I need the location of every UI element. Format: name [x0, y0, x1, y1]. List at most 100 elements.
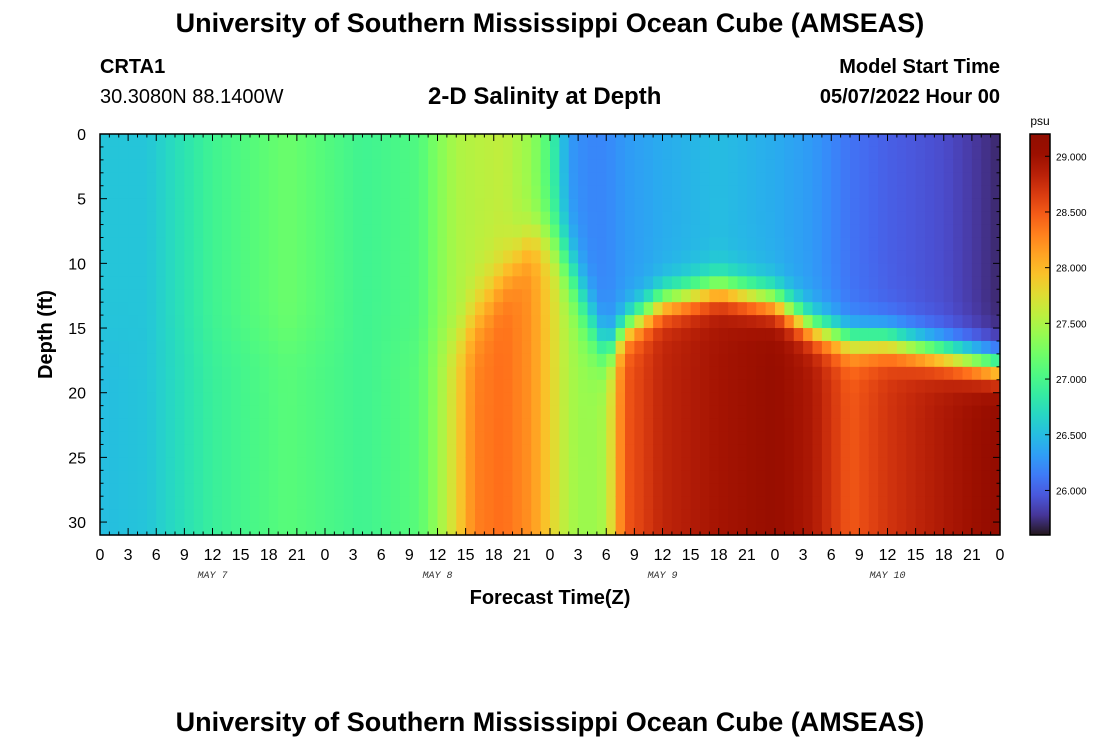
heatmap-cell [943, 250, 954, 264]
heatmap-cell [775, 134, 785, 148]
heatmap-cell [803, 366, 814, 381]
heatmap-cell [287, 172, 298, 187]
heatmap-cell [484, 418, 495, 433]
heatmap-cell [962, 134, 973, 148]
heatmap-cell [540, 198, 551, 213]
heatmap-cell [400, 315, 410, 329]
heatmap-cell [409, 340, 420, 355]
heatmap-cell [671, 328, 682, 342]
heatmap-cell [671, 315, 682, 329]
heatmap-cell [390, 366, 401, 381]
heatmap-cell [240, 237, 251, 252]
heatmap-cell [568, 405, 579, 420]
heatmap-cell [221, 211, 232, 226]
heatmap-cell [850, 418, 860, 433]
heatmap-cell [278, 289, 289, 303]
heatmap-cell [559, 522, 570, 536]
heatmap-cell [878, 483, 889, 497]
heatmap-cell [437, 224, 448, 239]
heatmap-cell [578, 146, 589, 161]
heatmap-cell [146, 263, 157, 277]
heatmap-cell [878, 496, 889, 510]
heatmap-cell [343, 353, 354, 368]
heatmap-cell [531, 276, 542, 290]
heatmap-cell [784, 159, 795, 174]
heatmap-cell [390, 457, 401, 471]
heatmap-cell [268, 185, 279, 200]
heatmap-cell [100, 263, 110, 277]
heatmap-cell [784, 302, 795, 316]
heatmap-cell [296, 353, 307, 368]
heatmap-cell [306, 418, 317, 433]
heatmap-cell [896, 289, 907, 303]
heatmap-cell [643, 237, 654, 252]
heatmap-cell [212, 146, 223, 161]
heatmap-cell [756, 159, 767, 174]
heatmap-cell [596, 328, 607, 342]
heatmap-cell [362, 418, 373, 433]
heatmap-cell [465, 315, 476, 329]
heatmap-cell [306, 224, 317, 239]
heatmap-cell [325, 379, 335, 394]
heatmap-cell [934, 211, 945, 226]
heatmap-cell [540, 224, 551, 239]
heatmap-cell [109, 470, 120, 484]
colorbar-tick-label: 28.000 [1056, 264, 1087, 275]
heatmap-cell [746, 509, 757, 523]
heatmap-cell [381, 276, 392, 290]
heatmap-cell [259, 392, 270, 407]
heatmap-cell [128, 289, 139, 303]
heatmap-cell [868, 405, 879, 420]
heatmap-cell [793, 509, 804, 523]
heatmap-cell [915, 185, 926, 200]
heatmap-cell [475, 379, 485, 394]
heatmap-cell [540, 159, 551, 174]
heatmap-cell [746, 198, 757, 213]
heatmap-cell [925, 302, 935, 316]
heatmap-cell [231, 522, 242, 536]
heatmap-cell [128, 198, 139, 213]
heatmap-cell [156, 315, 167, 329]
heatmap-cell [718, 340, 729, 355]
heatmap-cell [156, 134, 167, 148]
heatmap-cell [559, 159, 570, 174]
model-start-date: 05/07/2022 Hour 00 [819, 86, 1000, 108]
heatmap-cell [643, 250, 654, 264]
heatmap-cell [118, 418, 129, 433]
heatmap-cell [503, 302, 514, 316]
heatmap-cell [118, 250, 129, 264]
x-tick-label: 9 [630, 547, 639, 564]
heatmap-cell [953, 405, 964, 420]
heatmap-cell [550, 366, 560, 381]
heatmap-cell [925, 250, 935, 264]
heatmap-cell [718, 250, 729, 264]
heatmap-cell [325, 470, 335, 484]
heatmap-cell [175, 134, 185, 148]
heatmap-cell [690, 134, 701, 148]
heatmap-cell [737, 392, 748, 407]
heatmap-cell [343, 470, 354, 484]
heatmap-cell [709, 250, 720, 264]
heatmap-cell [334, 250, 345, 264]
heatmap-cell [728, 172, 739, 187]
heatmap-cell [859, 185, 870, 200]
heatmap-cell [465, 211, 476, 226]
heatmap-cell [840, 276, 851, 290]
heatmap-cell [512, 392, 523, 407]
heatmap-cell [784, 457, 795, 471]
heatmap-cell [212, 418, 223, 433]
heatmap-cell [306, 405, 317, 420]
heatmap-cell [287, 509, 298, 523]
heatmap-cell [643, 211, 654, 226]
heatmap-cell [296, 134, 307, 148]
heatmap-cell [231, 509, 242, 523]
heatmap-cell [437, 457, 448, 471]
y-tick-label: 10 [68, 256, 86, 273]
heatmap-cell [343, 289, 354, 303]
heatmap-cell [353, 134, 364, 148]
heatmap-cell [400, 418, 410, 433]
heatmap-cell [690, 379, 701, 394]
heatmap-cell [475, 185, 485, 200]
heatmap-cell [934, 315, 945, 329]
heatmap-cell [306, 470, 317, 484]
